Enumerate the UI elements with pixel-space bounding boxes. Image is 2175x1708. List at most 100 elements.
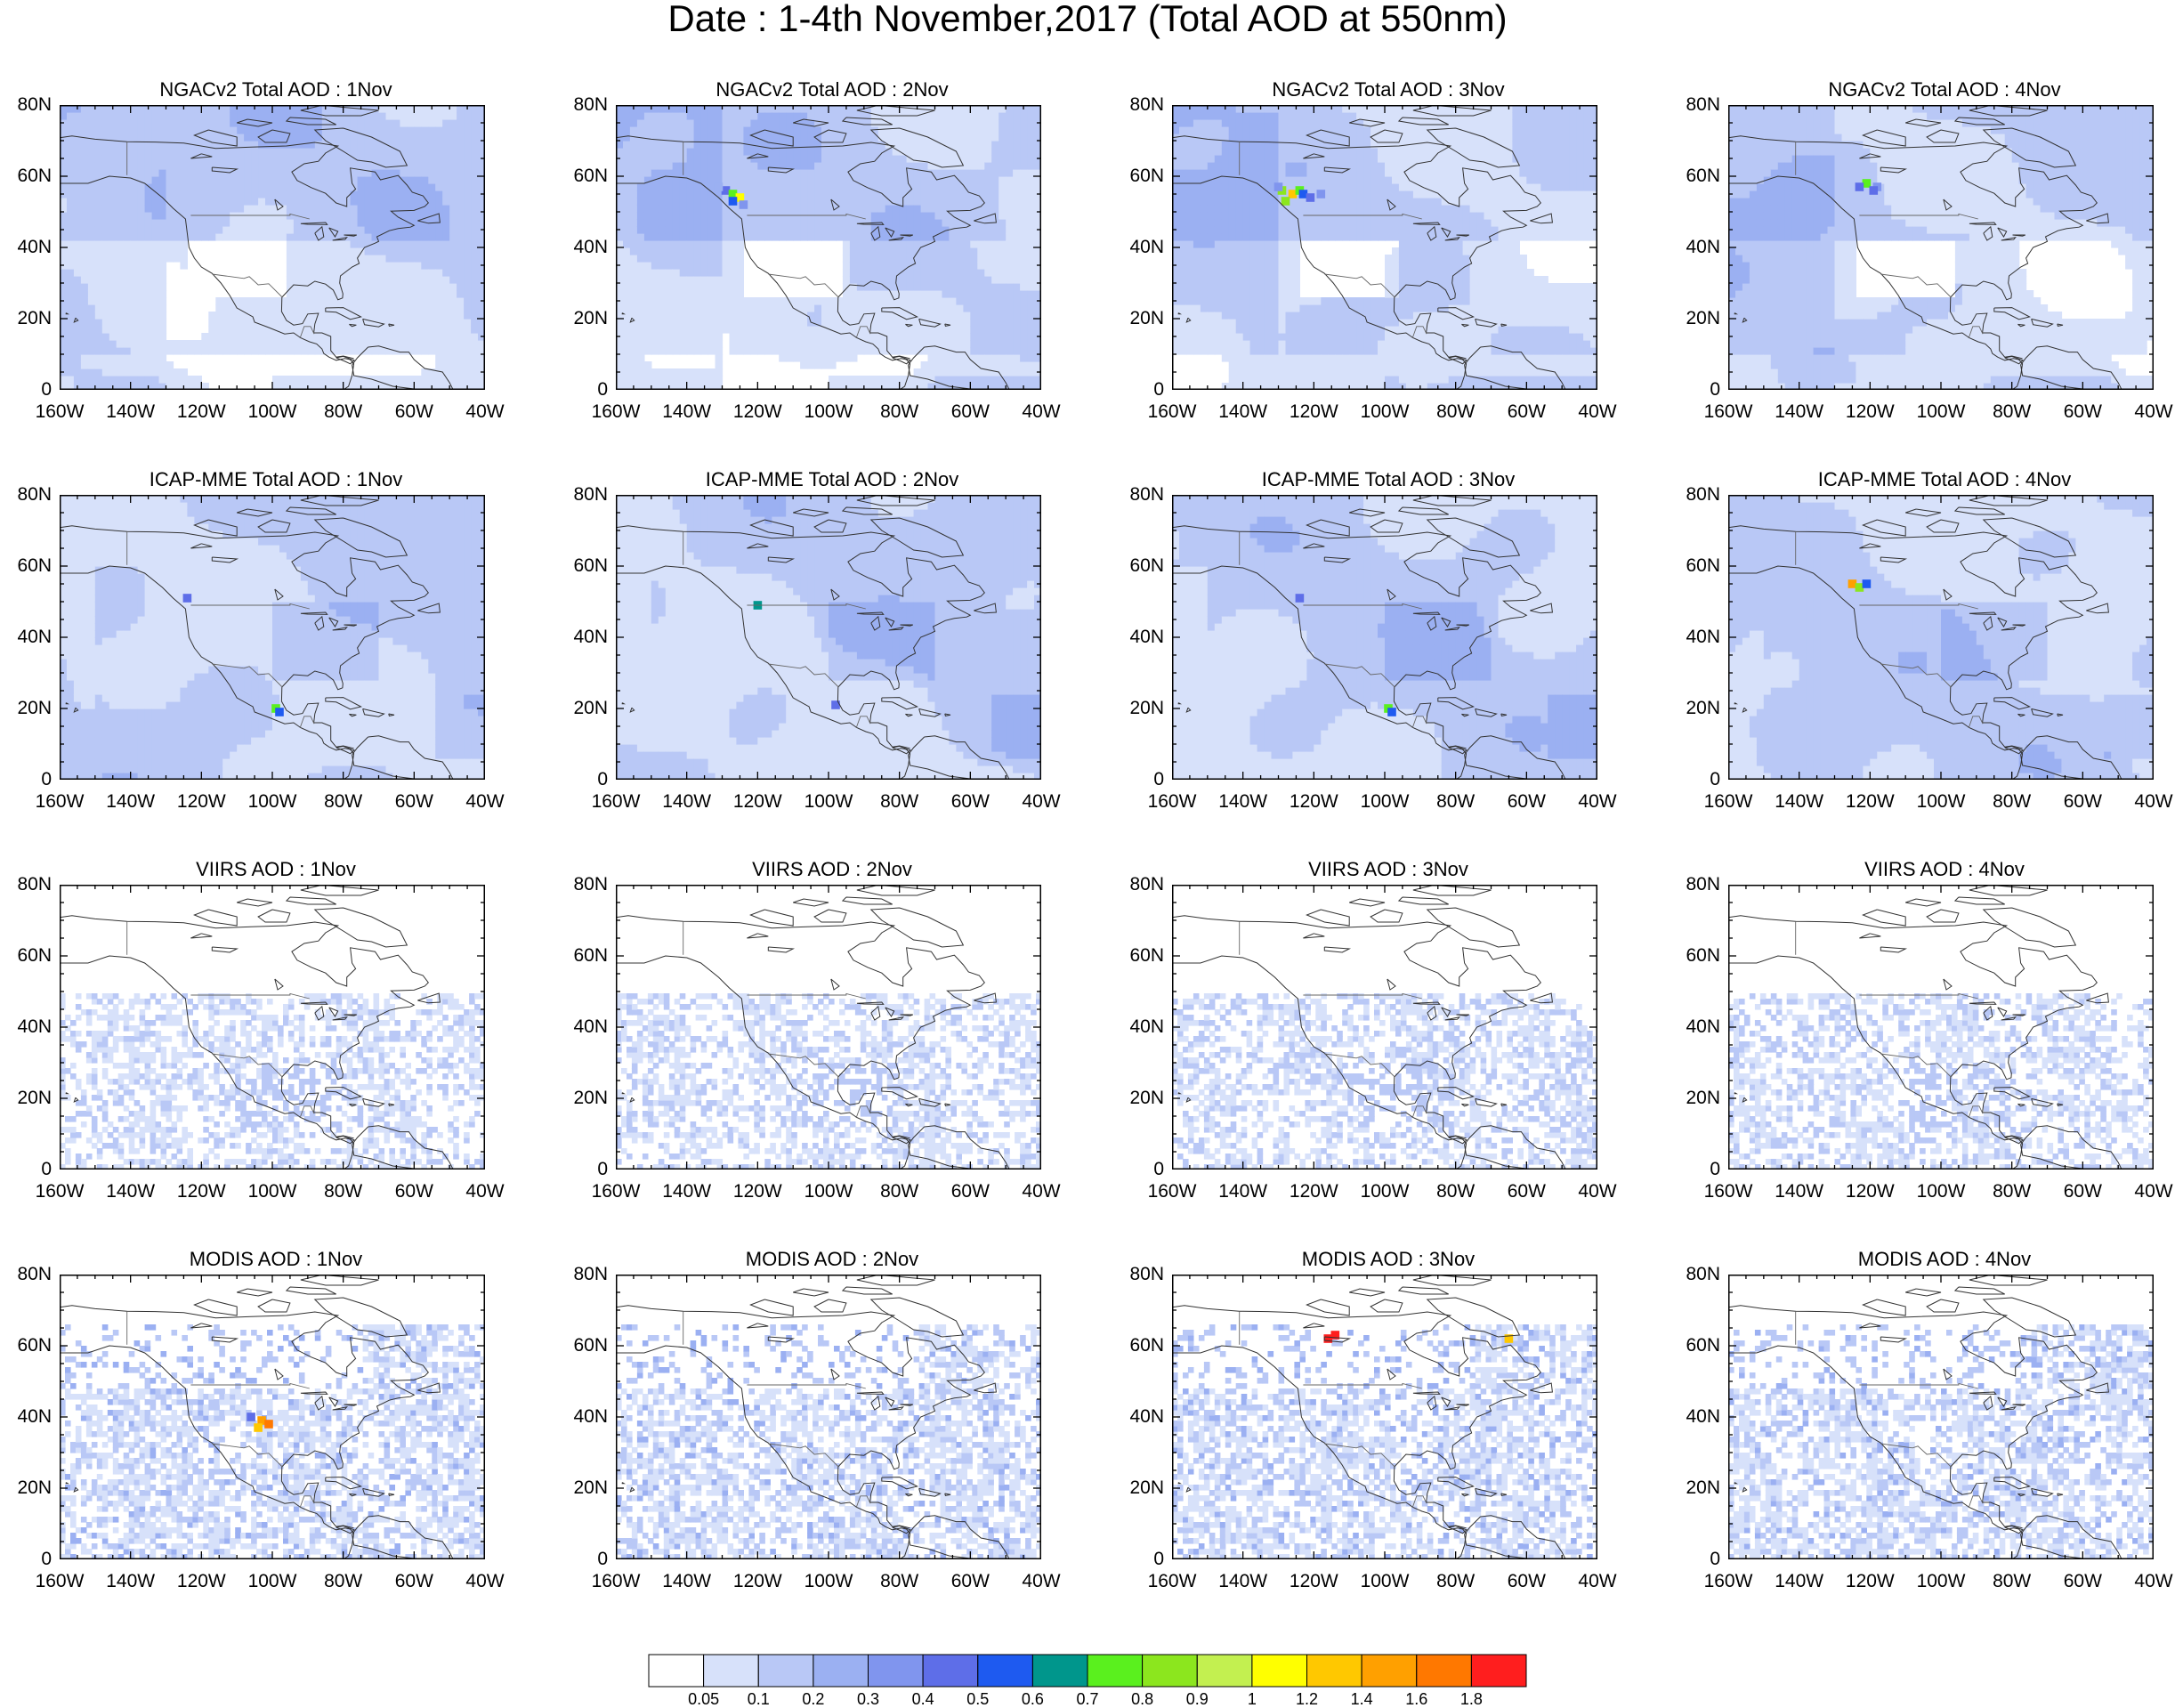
lat-tick-label: 20N <box>1118 309 1164 328</box>
lat-tick-label: 40N <box>1674 627 1720 647</box>
lon-tick-label: 100W <box>1905 1572 1977 1591</box>
lon-tick-label: 40W <box>449 1572 521 1591</box>
panel-title: NGACv2 Total AOD : 3Nov <box>1112 78 1664 101</box>
panel-title: ICAP-MME Total AOD : 2Nov <box>556 468 1108 491</box>
colorbar-swatch <box>704 1655 759 1687</box>
aod-map <box>1728 105 2154 390</box>
lon-tick-label: 40W <box>449 792 521 812</box>
lat-tick-label: 40N <box>1118 238 1164 257</box>
colorbar-svg <box>648 1654 1527 1688</box>
lat-tick-label: 60N <box>1118 556 1164 576</box>
lon-tick-label: 40W <box>1006 1572 1077 1591</box>
lon-tick-label: 40W <box>1562 792 1633 812</box>
lon-tick-label: 140W <box>1764 792 1835 812</box>
lat-tick-label: 40N <box>562 1407 608 1427</box>
lon-tick-label: 160W <box>580 1182 651 1202</box>
lat-tick-label: 20N <box>1118 1089 1164 1108</box>
aod-grid <box>60 1324 485 1559</box>
lon-tick-label: 160W <box>24 1572 95 1591</box>
lon-tick-label: 140W <box>95 1182 166 1202</box>
lon-tick-label: 60W <box>378 1182 449 1202</box>
lon-tick-label: 60W <box>2047 402 2118 422</box>
lon-tick-label: 140W <box>651 402 723 422</box>
lon-tick-label: 100W <box>793 792 864 812</box>
lon-tick-label: 140W <box>1208 1182 1279 1202</box>
lon-tick-label: 100W <box>237 402 308 422</box>
colorbar-label: 0.1 <box>732 1691 785 1707</box>
lon-tick-label: 60W <box>378 402 449 422</box>
lon-tick-label: 120W <box>722 1182 793 1202</box>
lon-tick-label: 140W <box>1208 1572 1279 1591</box>
lon-tick-label: 40W <box>2118 1182 2175 1202</box>
colorbar-swatch <box>1197 1655 1252 1687</box>
lon-tick-label: 80W <box>864 792 935 812</box>
lat-tick-label: 80N <box>1118 485 1164 505</box>
lon-tick-label: 120W <box>1278 792 1349 812</box>
lat-tick-label: 60N <box>5 166 52 186</box>
lat-tick-label: 60N <box>1118 1336 1164 1356</box>
lat-tick-label: 40N <box>562 1017 608 1037</box>
aod-map-svg <box>616 495 1041 780</box>
lat-tick-label: 40N <box>1118 627 1164 647</box>
lon-tick-label: 140W <box>651 792 723 812</box>
lon-tick-label: 80W <box>1977 1572 2048 1591</box>
lon-tick-label: 100W <box>237 792 308 812</box>
aod-map-svg <box>1172 495 1597 780</box>
lat-tick-label: 0 <box>1118 1550 1164 1569</box>
lon-tick-label: 160W <box>580 1572 651 1591</box>
lon-tick-label: 60W <box>1491 1572 1562 1591</box>
lat-tick-label: 20N <box>562 699 608 718</box>
colorbar-swatch <box>1471 1655 1526 1687</box>
panel-title: MODIS AOD : 4Nov <box>1669 1248 2175 1271</box>
lat-tick-label: 0 <box>5 380 52 400</box>
lon-tick-label: 140W <box>651 1572 723 1591</box>
lat-tick-label: 20N <box>5 1089 52 1108</box>
lon-tick-label: 60W <box>378 1572 449 1591</box>
lat-tick-label: 40N <box>1118 1017 1164 1037</box>
panel-title: ICAP-MME Total AOD : 4Nov <box>1669 468 2175 491</box>
lon-tick-label: 140W <box>95 1572 166 1591</box>
lat-tick-label: 80N <box>5 1265 52 1284</box>
lon-tick-label: 40W <box>1562 1572 1633 1591</box>
aod-grid <box>1728 1324 2154 1559</box>
lat-tick-label: 60N <box>1674 556 1720 576</box>
colorbar-swatch <box>813 1655 869 1687</box>
lat-tick-label: 20N <box>562 309 608 328</box>
lat-tick-label: 60N <box>562 1336 608 1356</box>
lon-tick-label: 80W <box>1420 402 1492 422</box>
lat-tick-label: 20N <box>5 699 52 718</box>
aod-grid <box>1728 993 2154 1170</box>
colorbar-label: 1.8 <box>1444 1691 1498 1707</box>
colorbar-label: 1.4 <box>1335 1691 1388 1707</box>
lat-tick-label: 0 <box>5 1550 52 1569</box>
aod-map-svg <box>60 1275 485 1559</box>
aod-map <box>1172 1275 1597 1559</box>
lon-tick-label: 160W <box>1136 1182 1208 1202</box>
lon-tick-label: 40W <box>449 402 521 422</box>
aod-grid <box>1172 1324 1597 1559</box>
lon-tick-label: 40W <box>1006 1182 1077 1202</box>
lon-tick-label: 80W <box>308 402 379 422</box>
lat-tick-label: 80N <box>562 1265 608 1284</box>
aod-grid <box>616 1324 1041 1559</box>
lon-tick-label: 100W <box>1905 792 1977 812</box>
lon-tick-label: 140W <box>1208 402 1279 422</box>
lon-tick-label: 140W <box>1764 1182 1835 1202</box>
aod-map-svg <box>1728 1275 2154 1559</box>
lat-tick-label: 80N <box>1674 485 1720 505</box>
colorbar-swatch <box>978 1655 1033 1687</box>
aod-map-svg <box>60 495 485 780</box>
lon-tick-label: 120W <box>1834 402 1905 422</box>
panel-title: VIIRS AOD : 3Nov <box>1112 858 1664 881</box>
lon-tick-label: 120W <box>166 402 237 422</box>
lat-tick-label: 20N <box>1118 1478 1164 1498</box>
lat-tick-label: 0 <box>1118 1160 1164 1179</box>
colorbar-label: 1.6 <box>1390 1691 1443 1707</box>
aod-map <box>1172 885 1597 1170</box>
aod-map-svg <box>1172 885 1597 1170</box>
lat-tick-label: 40N <box>1674 1017 1720 1037</box>
lat-tick-label: 0 <box>1118 380 1164 400</box>
lat-tick-label: 80N <box>1118 875 1164 894</box>
